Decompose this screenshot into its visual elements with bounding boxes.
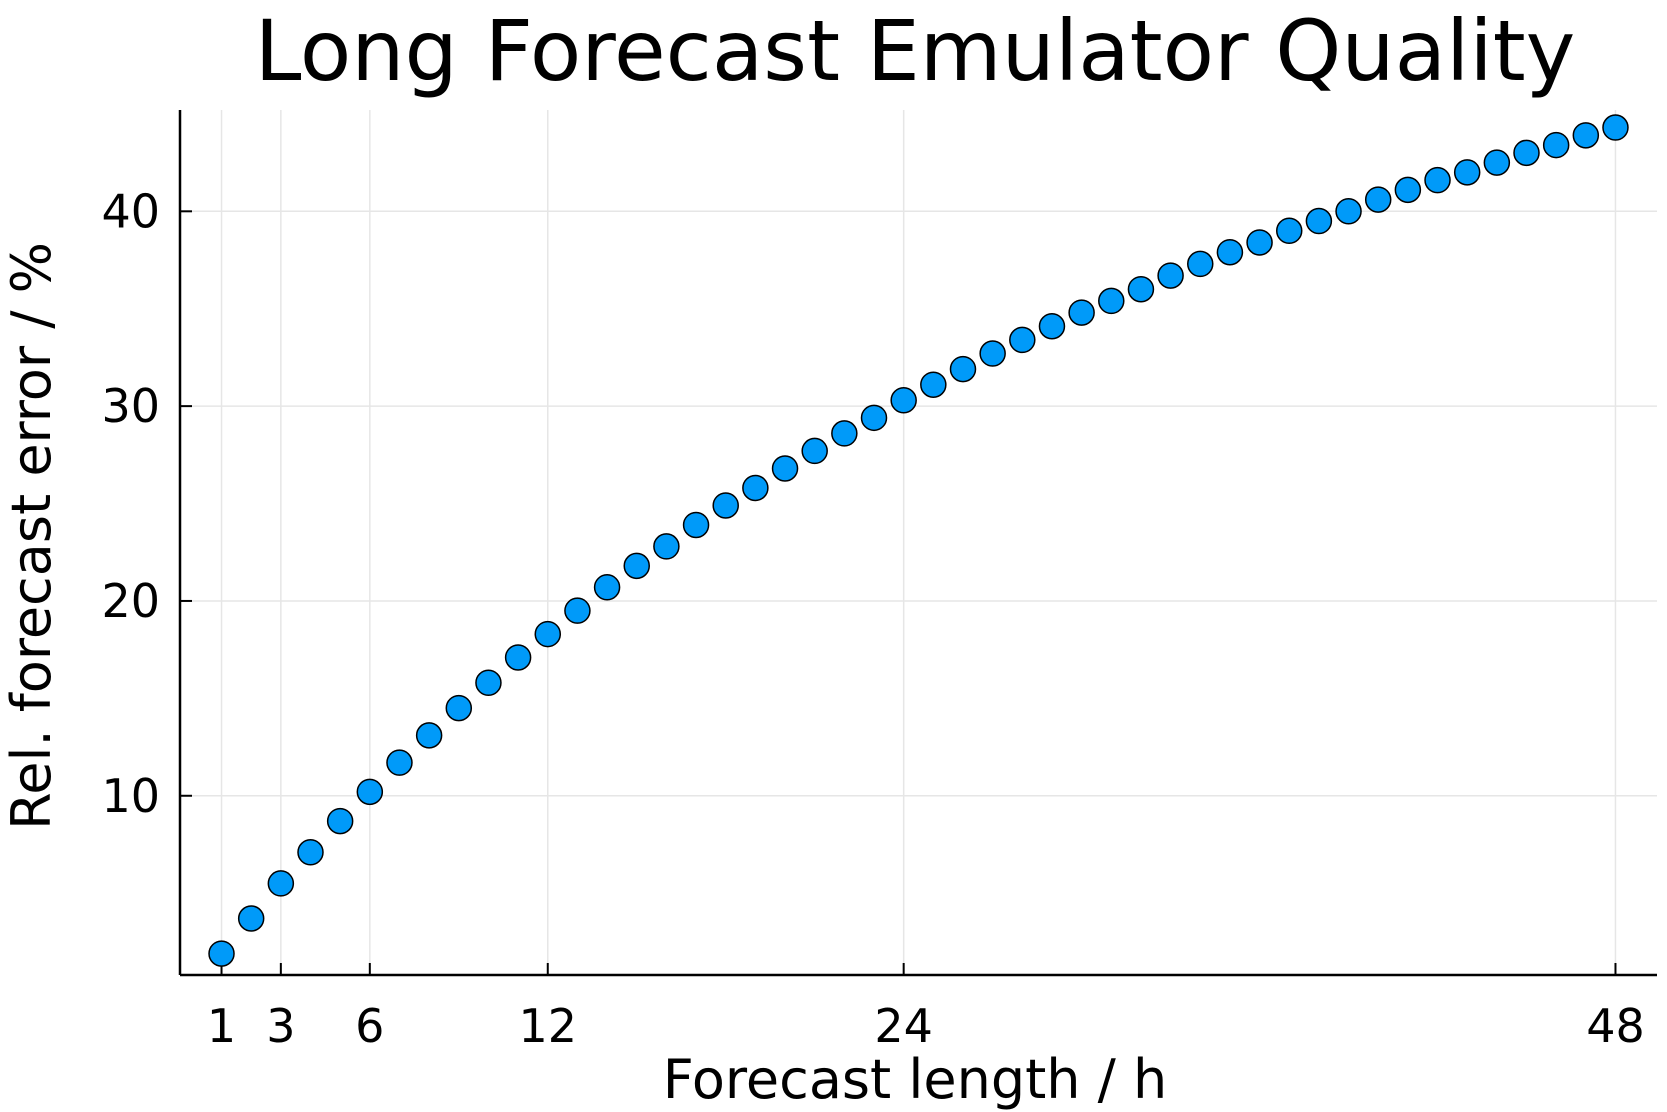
data-point [742, 474, 769, 502]
data-point [1009, 326, 1036, 354]
y-tick-label: 40 [101, 184, 160, 238]
data-point [1364, 186, 1392, 213]
y-tick-label: 20 [101, 574, 160, 628]
data-point [1038, 313, 1066, 340]
y-axis-label: Rel. forecast error / % [0, 242, 63, 830]
data-point [1246, 229, 1273, 256]
data-point [1483, 149, 1511, 176]
x-tick-label: 3 [266, 999, 295, 1053]
data-point [1275, 217, 1303, 245]
data-points [208, 114, 1629, 967]
data-point [445, 694, 473, 722]
data-point [920, 371, 947, 398]
data-point [653, 533, 680, 560]
axes [178, 110, 1657, 977]
chart-title: Long Forecast Emulator Quality [255, 2, 1576, 100]
data-point [1098, 287, 1125, 315]
data-point [949, 355, 977, 383]
data-point [801, 437, 828, 465]
data-point [593, 574, 621, 601]
data-point [1157, 262, 1184, 289]
data-point [534, 620, 562, 648]
data-point [1424, 166, 1451, 194]
data-point [623, 552, 650, 580]
data-point [386, 749, 413, 776]
data-point [237, 905, 265, 932]
x-tick-label: 1 [207, 999, 236, 1053]
data-point [1394, 176, 1422, 204]
data-point [1187, 250, 1214, 278]
x-tick-label: 12 [518, 999, 577, 1053]
data-point [208, 940, 235, 967]
data-point [1335, 198, 1362, 225]
x-axis-label: Forecast length / h [663, 1048, 1168, 1111]
data-point [712, 492, 739, 519]
y-tick-label: 30 [101, 379, 160, 433]
y-tick-label: 10 [101, 769, 160, 823]
y-ticks: 10 20 30 40 [101, 184, 192, 823]
data-point [1453, 159, 1481, 186]
data-point [1513, 139, 1540, 167]
data-point [1068, 299, 1095, 326]
data-point [1572, 122, 1600, 149]
data-point [979, 340, 1006, 367]
data-point [475, 669, 502, 697]
data-point [356, 778, 384, 806]
data-point [326, 807, 354, 835]
data-point [1305, 207, 1333, 235]
data-point [1216, 238, 1244, 266]
x-tick-label: 24 [874, 999, 933, 1053]
data-point [504, 644, 532, 671]
data-point [297, 839, 324, 866]
data-point [890, 387, 917, 414]
x-tick-label: 48 [1586, 999, 1645, 1053]
x-tick-label: 6 [355, 999, 384, 1053]
grid [180, 110, 1657, 975]
data-point [564, 597, 591, 624]
data-point [682, 511, 710, 539]
data-point [415, 722, 443, 749]
data-point [1127, 275, 1155, 303]
data-point [831, 420, 858, 447]
data-point [860, 404, 888, 432]
data-point [1602, 114, 1629, 141]
data-point [1542, 131, 1570, 159]
data-point [267, 870, 295, 897]
x-ticks: 1 3 6 12 24 48 [207, 963, 1645, 1053]
data-point [771, 455, 799, 482]
